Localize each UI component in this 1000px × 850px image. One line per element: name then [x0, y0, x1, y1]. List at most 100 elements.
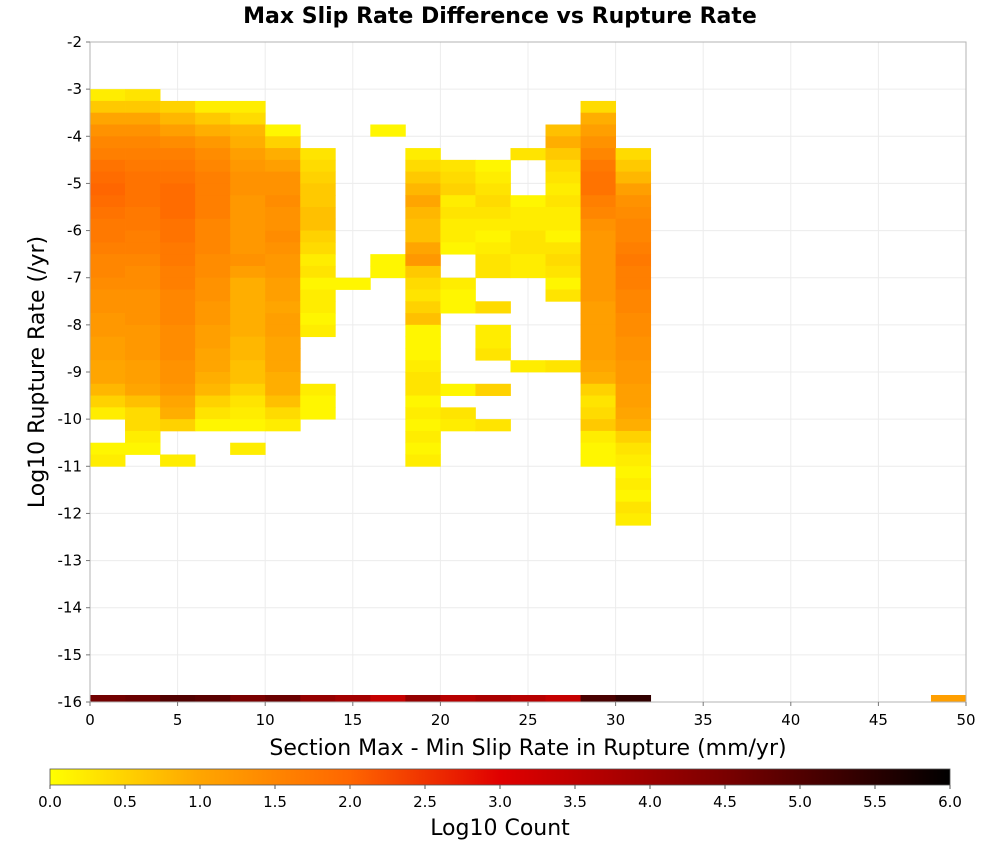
- heatmap-cell: [475, 301, 511, 314]
- heatmap-cell: [475, 230, 511, 243]
- heatmap-cell: [90, 395, 126, 408]
- heatmap-cell: [545, 242, 581, 255]
- heatmap-cell-bottom: [510, 695, 546, 702]
- heatmap-cell: [90, 218, 126, 231]
- heatmap-cell: [90, 183, 126, 196]
- heatmap-cell: [160, 100, 196, 114]
- heatmap-cell: [160, 289, 196, 302]
- heatmap-cell: [370, 254, 406, 267]
- x-tick-label: 40: [781, 711, 800, 729]
- heatmap-cell: [230, 289, 266, 302]
- heatmap-cell: [195, 195, 231, 208]
- heatmap-cell: [230, 360, 266, 373]
- heatmap-cell: [580, 336, 616, 349]
- heatmap-cell: [510, 230, 546, 243]
- heatmap-cell: [545, 136, 581, 149]
- heatmap-cell: [545, 254, 581, 267]
- colorbar-tick-label: 1.0: [188, 793, 212, 811]
- heatmap-cell: [125, 89, 161, 102]
- heatmap-cell: [615, 513, 652, 526]
- heatmap-cell: [405, 148, 441, 161]
- heatmap-cell: [195, 348, 231, 361]
- heatmap-cell-bottom: [370, 695, 406, 702]
- heatmap-cell: [125, 277, 161, 290]
- heatmap-cell: [230, 218, 266, 231]
- heatmap-cell: [195, 112, 231, 125]
- colorbar-tick-label: 5.0: [788, 793, 812, 811]
- colorbar-tick-label: 2.0: [338, 793, 362, 811]
- heatmap-cell: [160, 218, 196, 231]
- heatmap-cell: [545, 195, 581, 208]
- heatmap-cell: [125, 218, 161, 231]
- y-axis-label: Log10 Rupture Rate (/yr): [25, 236, 50, 508]
- colorbar-tick-label: 4.0: [638, 793, 662, 811]
- heatmap-cell: [265, 183, 301, 196]
- x-axis-ticks: 0 5 10 15 20 25 30 35 40 45 50: [85, 702, 976, 729]
- colorbar-tick-label: 0.5: [113, 793, 137, 811]
- heatmap-cell: [475, 207, 511, 220]
- heatmap-cell: [195, 254, 231, 267]
- heatmap-cell-bottom: [405, 695, 441, 702]
- heatmap-cell: [405, 265, 441, 279]
- heatmap-cell: [195, 136, 231, 149]
- heatmap-cell: [265, 395, 301, 408]
- y-tick-label: -11: [58, 457, 83, 475]
- heatmap-cell: [90, 407, 126, 420]
- heatmap-cell: [195, 372, 231, 385]
- heatmap-cell-bottom: [230, 695, 266, 702]
- heatmap-cell: [405, 218, 441, 231]
- heatmap-cell: [405, 277, 441, 290]
- y-tick-label: -13: [58, 552, 83, 570]
- heatmap-cell: [615, 159, 652, 173]
- heatmap-cell: [265, 136, 301, 149]
- heatmap-cell: [405, 383, 441, 396]
- heatmap-cell: [160, 124, 196, 137]
- heatmap-cell: [615, 254, 652, 267]
- heatmap-cell: [440, 383, 476, 396]
- heatmap-cell: [580, 195, 616, 208]
- heatmap-cell: [90, 313, 126, 326]
- heatmap-cell: [440, 419, 476, 432]
- heatmap-cell: [615, 442, 652, 455]
- heatmap-cell: [195, 313, 231, 326]
- heatmap-cell: [230, 265, 266, 279]
- heatmap-cell: [615, 207, 652, 220]
- heatmap-cell: [545, 360, 581, 373]
- heatmap-cell: [160, 171, 196, 184]
- heatmap-cell: [125, 301, 161, 314]
- heatmap-cell: [90, 442, 126, 455]
- heatmap-cell: [230, 419, 266, 432]
- heatmap-cell: [125, 136, 161, 149]
- colorbar-tick-label: 4.5: [713, 793, 737, 811]
- heatmap-cell: [300, 254, 336, 267]
- heatmap-cell-bottom: [930, 695, 967, 702]
- heatmap-cell: [615, 313, 652, 326]
- heatmap-cell: [580, 442, 616, 455]
- heatmap-cell: [160, 336, 196, 349]
- heatmap-cell: [160, 407, 196, 420]
- heatmap-cell: [265, 242, 301, 255]
- heatmap-cell: [125, 360, 161, 373]
- heatmap-cell: [230, 277, 266, 290]
- heatmap-cell: [125, 112, 161, 125]
- y-tick-label: -15: [58, 646, 83, 664]
- colorbar-ticks: 0.0 0.5 1.0 1.5 2.0 2.5 3.0 3.5 4.0 4.5 5.0 5.5 6.0: [38, 785, 962, 811]
- heatmap-cell: [265, 230, 301, 243]
- heatmap-cell: [405, 254, 441, 267]
- colorbar-tick-label: 3.5: [563, 793, 587, 811]
- heatmap-cell: [90, 383, 126, 396]
- colorbar-tick-label: 5.5: [863, 793, 887, 811]
- heatmap-cell: [440, 289, 476, 302]
- heatmap-cell: [580, 100, 616, 114]
- heatmap-cell: [160, 360, 196, 373]
- heatmap-cell: [230, 313, 266, 326]
- heatmap-cell: [440, 218, 476, 231]
- heatmap-cell: [265, 265, 301, 279]
- heatmap-cell: [90, 360, 126, 373]
- heatmap-cell: [545, 159, 581, 173]
- heatmap-cell: [475, 348, 511, 361]
- heatmap-cell: [125, 124, 161, 137]
- heatmap-cell: [90, 242, 126, 255]
- heatmap-cell: [125, 230, 161, 243]
- heatmap-cell: [160, 159, 196, 173]
